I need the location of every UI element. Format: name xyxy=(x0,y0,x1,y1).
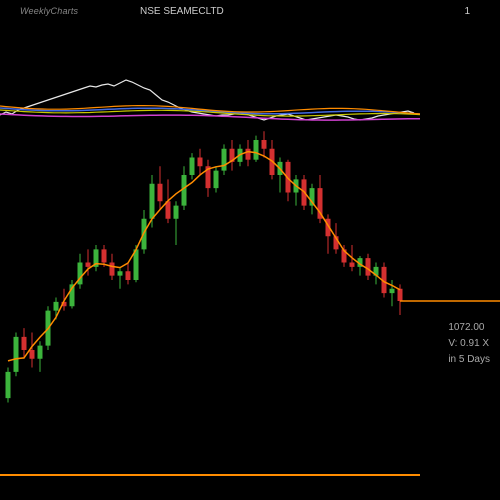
candlestick-chart xyxy=(0,20,500,460)
info-panel: 1072.00 V: 0.91 X in 5 Days xyxy=(448,320,490,368)
ticker-symbol: NSE SEAMECLTD xyxy=(140,6,224,17)
days-label: in 5 Days xyxy=(448,352,490,368)
volume-chart xyxy=(0,460,500,490)
volume-label: V: 0.91 X xyxy=(448,336,490,352)
timeframe-label: 1 xyxy=(464,6,470,17)
volume-panel xyxy=(0,460,500,490)
price-label: 1072.00 xyxy=(448,320,490,336)
price-chart xyxy=(0,20,500,460)
